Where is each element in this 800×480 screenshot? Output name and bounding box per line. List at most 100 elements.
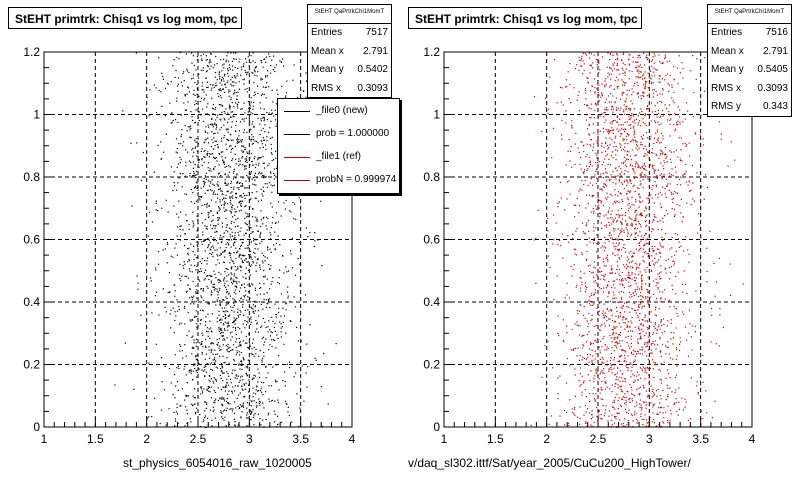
data-point xyxy=(240,351,243,354)
data-point xyxy=(186,130,188,132)
data-point xyxy=(248,119,250,121)
data-point xyxy=(274,222,276,224)
data-point xyxy=(210,290,212,292)
data-point xyxy=(635,232,637,234)
data-point xyxy=(589,116,591,119)
data-point xyxy=(603,287,605,289)
data-point xyxy=(576,284,578,286)
data-point xyxy=(238,290,241,292)
data-point xyxy=(234,327,237,329)
data-point xyxy=(636,70,638,72)
data-point xyxy=(676,355,678,357)
data-point xyxy=(601,346,603,348)
data-point xyxy=(256,385,258,387)
data-point xyxy=(244,217,246,219)
data-point xyxy=(638,193,640,195)
data-point xyxy=(602,131,605,133)
data-point xyxy=(650,321,652,323)
data-point xyxy=(605,141,607,143)
data-point xyxy=(227,325,229,327)
data-point xyxy=(645,332,647,334)
data-point xyxy=(204,97,206,99)
data-point xyxy=(643,91,645,93)
data-point xyxy=(611,347,613,349)
data-point xyxy=(634,166,637,168)
data-point xyxy=(210,65,212,67)
data-point xyxy=(599,188,601,190)
data-point xyxy=(645,125,647,127)
data-point xyxy=(715,281,717,283)
data-point xyxy=(243,118,245,120)
data-point xyxy=(217,219,219,221)
data-point xyxy=(250,250,252,252)
data-point xyxy=(223,324,225,326)
data-point xyxy=(591,165,593,167)
data-point xyxy=(232,178,235,180)
data-point xyxy=(600,202,602,204)
data-point xyxy=(250,107,252,109)
data-point xyxy=(273,55,275,57)
data-point xyxy=(237,268,239,270)
data-point xyxy=(210,349,212,352)
data-point xyxy=(197,145,199,147)
data-point xyxy=(632,420,634,422)
data-point xyxy=(636,66,638,68)
data-point xyxy=(643,168,645,170)
data-point xyxy=(655,285,657,287)
data-point xyxy=(179,162,181,164)
data-point xyxy=(618,165,620,168)
data-point xyxy=(259,157,261,159)
data-point xyxy=(314,357,316,359)
data-point xyxy=(562,319,564,321)
data-point xyxy=(263,382,265,384)
data-point xyxy=(220,368,222,370)
data-point xyxy=(579,205,581,207)
data-point xyxy=(588,331,590,333)
data-point xyxy=(610,268,612,270)
data-point xyxy=(170,309,172,311)
data-point xyxy=(181,129,183,131)
data-point xyxy=(228,274,230,276)
data-point xyxy=(685,339,688,341)
data-point xyxy=(643,155,645,157)
data-point xyxy=(254,243,256,245)
data-point xyxy=(657,282,659,284)
data-point xyxy=(267,247,269,249)
data-point xyxy=(276,89,278,91)
data-point xyxy=(201,258,203,260)
data-point xyxy=(642,330,644,332)
data-point xyxy=(624,82,627,84)
data-point xyxy=(267,249,269,251)
data-point xyxy=(674,214,676,216)
data-point xyxy=(233,238,235,240)
data-point xyxy=(634,210,637,212)
data-point xyxy=(228,315,230,318)
data-point xyxy=(263,120,265,122)
data-point xyxy=(616,54,618,56)
data-point xyxy=(680,212,682,214)
data-point xyxy=(202,67,204,69)
data-point xyxy=(227,75,229,77)
data-point xyxy=(626,276,629,278)
data-point xyxy=(280,323,282,325)
data-point xyxy=(604,279,606,281)
data-point xyxy=(657,388,659,391)
data-point xyxy=(624,266,626,268)
data-point xyxy=(244,255,246,257)
data-point xyxy=(252,377,254,379)
data-point xyxy=(633,140,635,142)
data-point xyxy=(691,349,693,351)
data-point xyxy=(236,105,238,107)
data-point xyxy=(285,332,287,334)
data-point xyxy=(260,94,262,96)
data-point xyxy=(251,138,253,140)
data-point xyxy=(631,272,633,274)
data-point xyxy=(196,328,198,330)
data-point xyxy=(635,161,637,163)
data-point xyxy=(586,114,588,116)
data-point xyxy=(594,280,596,282)
data-point xyxy=(638,245,641,247)
data-point xyxy=(195,369,197,371)
data-point xyxy=(659,100,661,102)
data-point xyxy=(260,107,262,109)
